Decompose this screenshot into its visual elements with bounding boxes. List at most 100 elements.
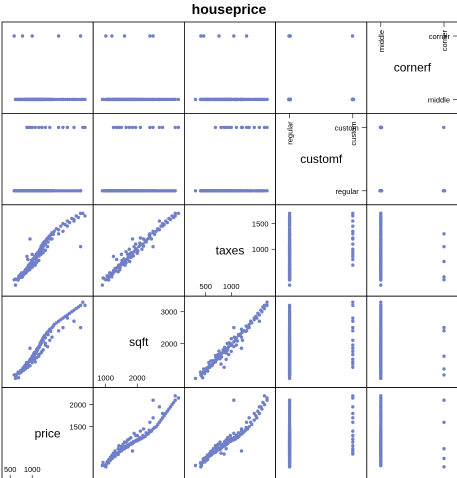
data-point [50, 335, 54, 339]
data-point [259, 308, 263, 312]
data-point [236, 189, 241, 193]
data-point [244, 420, 249, 424]
data-point [351, 343, 355, 347]
data-point [45, 244, 50, 249]
tick-label: 1000 [252, 245, 269, 254]
data-point [351, 452, 355, 456]
data-point [61, 229, 65, 233]
data-point [379, 274, 383, 278]
data-point [152, 232, 157, 237]
data-point [227, 97, 231, 102]
data-point [46, 332, 50, 337]
data-point [442, 244, 446, 249]
panel-price-vs-customf [275, 387, 368, 478]
data-point [287, 244, 292, 249]
data-point [147, 97, 151, 102]
data-point [287, 360, 292, 365]
data-point [100, 97, 105, 102]
data-point [379, 411, 383, 416]
data-point [28, 266, 32, 271]
data-point [442, 232, 446, 236]
data-point [25, 254, 29, 259]
data-point [287, 266, 292, 271]
data-point [135, 248, 139, 252]
tick-label: 3000 [161, 308, 178, 317]
data-point [148, 34, 152, 38]
data-point [379, 463, 383, 468]
data-point [351, 365, 355, 370]
data-point [116, 189, 120, 193]
data-point [232, 189, 236, 193]
data-point [247, 322, 251, 327]
panel-taxes-vs-customf [275, 204, 368, 297]
data-point [173, 211, 177, 216]
level-label: middle [377, 30, 386, 52]
data-point [41, 339, 45, 343]
data-point [379, 376, 383, 381]
data-point [141, 433, 145, 438]
data-point [442, 325, 446, 330]
data-point [78, 189, 83, 193]
data-point [165, 220, 170, 225]
data-point [124, 125, 128, 130]
data-point [46, 240, 50, 244]
data-point [442, 456, 446, 461]
data-point [121, 260, 125, 265]
panel-price-vs-taxes [183, 387, 276, 478]
data-point [34, 260, 39, 265]
data-point [287, 240, 292, 244]
data-point [213, 353, 218, 358]
data-point [261, 400, 265, 405]
data-point [26, 269, 30, 273]
data-point [34, 356, 39, 360]
panel-cornerf-vs-sqft [92, 21, 185, 114]
data-point [239, 346, 244, 350]
panel-taxes-vs-sqft [92, 204, 185, 297]
data-point [228, 433, 232, 438]
data-point [119, 447, 124, 451]
level-label: custom [335, 123, 359, 132]
data-point [110, 189, 114, 193]
data-point [265, 189, 269, 193]
data-point [114, 97, 119, 102]
data-point [127, 97, 131, 102]
data-point [173, 189, 177, 193]
data-point [234, 343, 239, 347]
data-point [287, 442, 292, 447]
data-point [287, 460, 292, 464]
data-point [26, 362, 30, 366]
data-point [110, 271, 114, 275]
data-point [148, 420, 152, 424]
data-point [350, 34, 355, 38]
data-point [287, 228, 292, 232]
data-point [105, 460, 109, 464]
data-point [227, 352, 231, 357]
data-point [351, 319, 355, 323]
data-point [107, 278, 111, 282]
data-point [203, 371, 207, 376]
data-point [176, 396, 181, 400]
data-point [43, 343, 48, 347]
data-point [101, 460, 105, 465]
data-point [83, 303, 87, 308]
data-point [379, 335, 383, 339]
data-point [217, 34, 221, 38]
level-label: regular [335, 187, 359, 196]
data-point [262, 125, 267, 130]
data-point [351, 440, 355, 444]
data-point [117, 263, 121, 267]
data-point [132, 189, 136, 193]
data-point [56, 232, 61, 236]
variable-name-price: price [35, 426, 61, 440]
level-label: regular [286, 121, 295, 145]
data-point [232, 325, 236, 330]
data-point [287, 220, 292, 225]
data-point [257, 405, 262, 409]
data-point [379, 244, 383, 249]
data-point [232, 344, 236, 349]
data-point [287, 453, 292, 458]
panel-customf-vs-price [1, 113, 94, 206]
data-point [287, 351, 292, 355]
data-point [287, 232, 292, 237]
data-point [378, 189, 383, 193]
